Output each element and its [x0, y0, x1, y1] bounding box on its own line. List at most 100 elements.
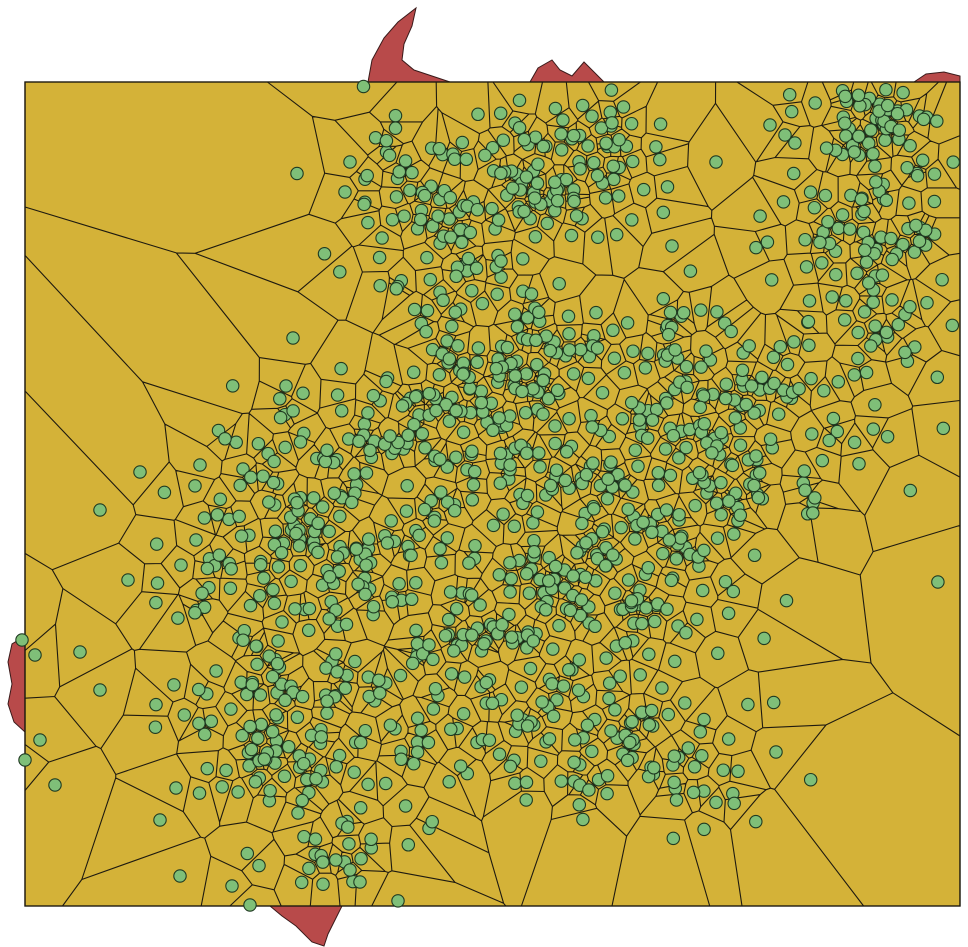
seed-point — [596, 526, 608, 538]
seed-point — [315, 731, 327, 743]
seed-point — [220, 764, 232, 776]
seed-point — [252, 438, 264, 450]
seed-point — [799, 234, 811, 246]
seed-point — [681, 381, 693, 393]
seed-point — [537, 140, 549, 152]
seed-point — [515, 681, 527, 693]
seed-point — [600, 652, 612, 664]
seed-point — [803, 295, 815, 307]
seed-point — [402, 839, 414, 851]
seed-point — [697, 390, 709, 402]
seed-point — [150, 596, 162, 608]
seed-point — [407, 657, 419, 669]
seed-point — [360, 467, 372, 479]
seed-point — [331, 389, 343, 401]
seed-point — [466, 589, 478, 601]
seed-point — [272, 561, 284, 573]
seed-point — [492, 214, 504, 226]
seed-point — [493, 412, 505, 424]
seed-point — [456, 136, 468, 148]
seed-point — [196, 587, 208, 599]
seed-point — [344, 156, 356, 168]
seed-point — [287, 332, 299, 344]
seed-point — [893, 124, 905, 136]
seed-point — [312, 546, 324, 558]
seed-point — [865, 124, 877, 136]
seed-point — [466, 445, 478, 457]
seed-point — [268, 597, 280, 609]
seed-point — [462, 252, 474, 264]
seed-point — [339, 186, 351, 198]
seed-point — [660, 504, 672, 516]
seed-point — [668, 750, 680, 762]
seed-point — [19, 754, 31, 766]
seed-point — [287, 405, 299, 417]
seed-point — [602, 473, 614, 485]
seed-point — [642, 347, 654, 359]
seed-point — [590, 306, 602, 318]
seed-point — [211, 509, 223, 521]
seed-point — [94, 504, 106, 516]
seed-point — [384, 430, 396, 442]
seed-point — [903, 197, 915, 209]
seed-point — [559, 474, 571, 486]
seed-point — [830, 268, 842, 280]
seed-point — [911, 170, 923, 182]
seed-point — [555, 775, 567, 787]
seed-point — [331, 666, 343, 678]
seed-point — [189, 480, 201, 492]
seed-point — [618, 367, 630, 379]
seed-point — [416, 428, 428, 440]
seed-point — [445, 668, 457, 680]
seed-point — [784, 89, 796, 101]
seed-point — [466, 494, 478, 506]
seed-point — [533, 447, 545, 459]
seed-point — [860, 366, 872, 378]
seed-point — [588, 503, 600, 515]
seed-point — [367, 389, 379, 401]
seed-point — [134, 466, 146, 478]
seed-point — [446, 320, 458, 332]
seed-point — [549, 560, 561, 572]
seed-point — [466, 629, 478, 641]
seed-point — [495, 255, 507, 267]
seed-point — [582, 140, 594, 152]
seed-point — [617, 101, 629, 113]
seed-point — [880, 84, 892, 96]
seed-point — [251, 658, 263, 670]
seed-point — [401, 480, 413, 492]
seed-point — [904, 484, 916, 496]
seed-point — [764, 119, 776, 131]
seed-point — [748, 479, 760, 491]
seed-point — [317, 856, 329, 868]
seed-point — [385, 515, 397, 527]
seed-point — [318, 248, 330, 260]
seed-point — [654, 118, 666, 130]
seed-point — [728, 528, 740, 540]
seed-point — [324, 571, 336, 583]
seed-point — [235, 530, 247, 542]
seed-point — [172, 612, 184, 624]
seed-point — [693, 466, 705, 478]
seed-point — [541, 217, 553, 229]
seed-point — [263, 496, 275, 508]
seed-point — [283, 741, 295, 753]
seed-point — [521, 568, 533, 580]
seed-point — [496, 619, 508, 631]
seed-point — [460, 153, 472, 165]
seed-point — [201, 762, 213, 774]
seed-point — [750, 450, 762, 462]
seed-point — [178, 709, 190, 721]
seed-point — [448, 645, 460, 657]
seed-point — [342, 821, 354, 833]
seed-point — [601, 770, 613, 782]
seed-point — [532, 158, 544, 170]
seed-point — [480, 676, 492, 688]
seed-point — [392, 895, 404, 907]
seed-point — [359, 588, 371, 600]
seed-point — [665, 574, 677, 586]
seed-point — [430, 404, 442, 416]
seed-point — [486, 202, 498, 214]
seed-point — [427, 653, 439, 665]
